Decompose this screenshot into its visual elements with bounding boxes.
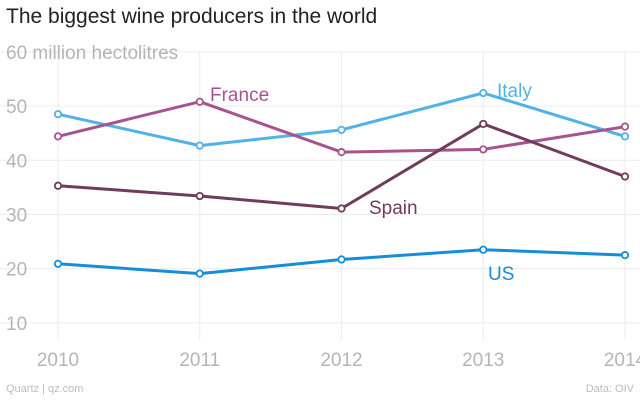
data-point-italy [620, 132, 630, 141]
data-point-us [53, 259, 63, 268]
data-point-spain [337, 204, 346, 213]
y-tick-label: 60 million hectolitres [6, 43, 178, 64]
footer-data-credit: Data: OIV [585, 383, 634, 395]
data-point-spain [479, 119, 488, 129]
y-tick-label: 40 [6, 151, 27, 172]
x-tick-label: 2014 [604, 350, 640, 371]
series-lines [53, 88, 630, 278]
data-point-spain [53, 181, 63, 190]
gridlines [0, 51, 640, 340]
y-axis-tick-labels: 10 20 30 40 50 60 million hectolitres [6, 43, 178, 335]
x-tick-label: 2010 [37, 350, 79, 371]
data-point-france [337, 148, 346, 157]
y-tick-label: 30 [6, 205, 27, 226]
data-point-italy [337, 125, 346, 135]
data-point-france [195, 97, 204, 106]
x-tick-label: 2012 [320, 350, 362, 371]
series-label-us: US [488, 264, 514, 285]
series-labels: Italy France Spain US [210, 81, 532, 285]
data-point-france [53, 132, 63, 141]
x-tick-label: 2013 [462, 350, 504, 371]
data-point-france [620, 122, 630, 131]
y-tick-label: 10 [6, 314, 27, 335]
data-point-france [479, 145, 488, 154]
y-tick-label: 20 [6, 260, 27, 281]
data-point-us [479, 245, 488, 254]
data-point-us [620, 251, 630, 260]
chart-title: The biggest wine producers in the world [6, 5, 378, 28]
data-point-italy [53, 110, 63, 119]
data-point-us [337, 255, 346, 264]
series-label-italy: Italy [497, 81, 532, 102]
data-point-italy [195, 141, 204, 150]
data-point-us [195, 269, 204, 278]
y-tick-label: 50 [6, 97, 27, 118]
data-point-spain [195, 191, 204, 201]
data-point-spain [620, 172, 630, 181]
series-label-spain: Spain [369, 198, 418, 219]
x-tick-label: 2011 [179, 350, 220, 371]
data-point-italy [479, 88, 488, 98]
x-axis-tick-labels: 2010 2011 2012 2013 2014 [37, 350, 640, 371]
footer-source: Quartz | qz.com [6, 383, 84, 395]
series-label-france: France [210, 85, 269, 106]
